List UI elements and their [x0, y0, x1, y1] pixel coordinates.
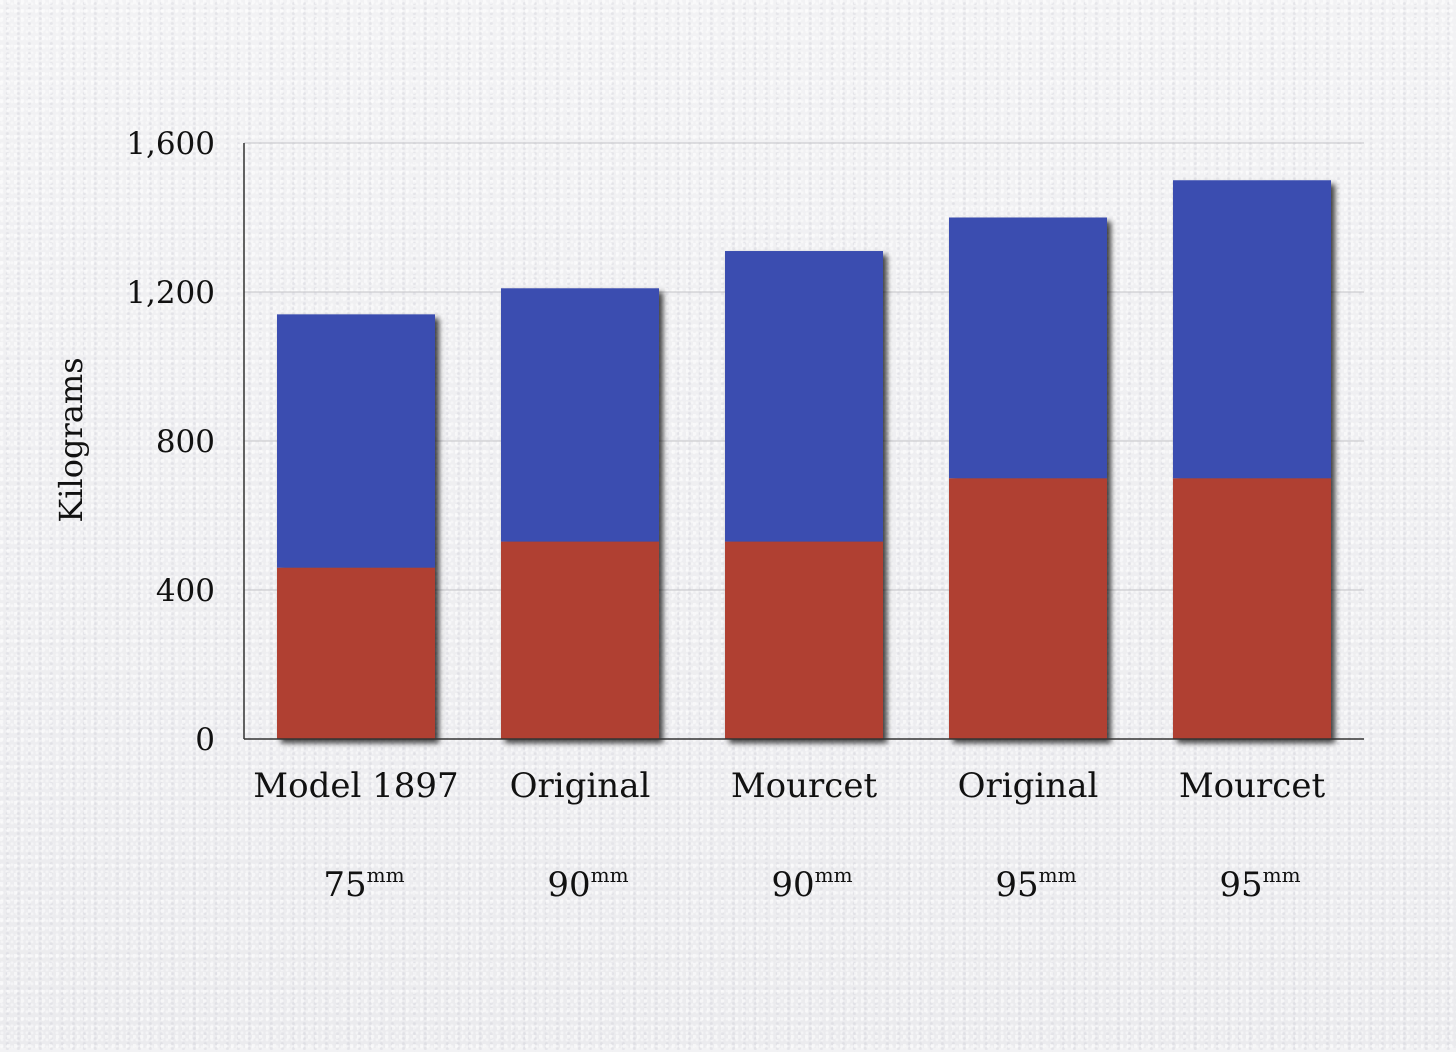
- y-tick-label: 0: [195, 722, 215, 758]
- x-category-label: Mourcet: [731, 766, 878, 806]
- y-tick-labels: 0 400 800 1,200 1,600: [126, 126, 215, 758]
- bar-segment-upper: [725, 251, 883, 542]
- bar-segment-lower: [725, 541, 883, 739]
- caliber-label: 75mm: [323, 863, 404, 905]
- bar-segment-lower: [949, 478, 1107, 739]
- bar-segment-upper: [1173, 180, 1331, 479]
- x-category-labels: Model 1897 Original Mourcet Original Mourcet: [253, 766, 1325, 806]
- bar-segment-upper: [949, 217, 1107, 479]
- caliber-label: 90mm: [771, 863, 852, 905]
- caliber-labels: 75mm 90mm 90mm 95mm 95mm: [323, 863, 1300, 905]
- bar-segment-upper: [277, 314, 435, 568]
- caliber-label: 90mm: [547, 863, 628, 905]
- y-tick-label: 800: [156, 424, 215, 460]
- y-tick-label: 400: [156, 573, 215, 609]
- bar-stack: [949, 217, 1107, 739]
- y-axis-title: Kilograms: [52, 357, 90, 522]
- axes: [243, 143, 1364, 740]
- caliber-label: 95mm: [995, 863, 1076, 905]
- bars: [277, 180, 1331, 739]
- bar-stack: [501, 288, 659, 739]
- x-category-label: Mourcet: [1179, 766, 1326, 806]
- x-category-label: Model 1897: [253, 766, 458, 806]
- bar-stack: [725, 251, 883, 739]
- x-category-label: Original: [510, 766, 651, 806]
- y-tick-label: 1,600: [126, 126, 215, 162]
- bar-stack: [277, 314, 435, 739]
- bar-segment-lower: [501, 541, 659, 739]
- bar-segment-upper: [501, 288, 659, 542]
- bar-segment-lower: [1173, 478, 1331, 739]
- y-tick-label: 1,200: [126, 275, 215, 311]
- bar-segment-lower: [277, 567, 435, 739]
- caliber-label: 95mm: [1219, 863, 1300, 905]
- x-category-label: Original: [958, 766, 1099, 806]
- bar-stack: [1173, 180, 1331, 739]
